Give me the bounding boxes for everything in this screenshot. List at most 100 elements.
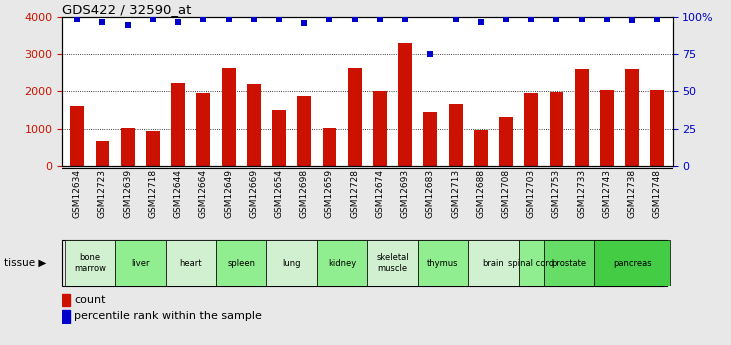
Bar <box>115 240 165 286</box>
Text: GSM12639: GSM12639 <box>124 169 132 218</box>
Bar <box>165 240 216 286</box>
Text: GSM12753: GSM12753 <box>552 169 561 218</box>
Text: count: count <box>75 295 106 305</box>
Bar <box>64 240 115 286</box>
Bar <box>62 310 69 323</box>
Bar <box>348 68 362 166</box>
Text: GSM12733: GSM12733 <box>577 169 586 218</box>
Bar <box>594 240 670 286</box>
Bar <box>298 96 311 166</box>
Bar <box>70 106 84 166</box>
Bar <box>418 240 469 286</box>
Bar <box>216 240 266 286</box>
Point <box>72 16 83 21</box>
Text: GSM12748: GSM12748 <box>653 169 662 218</box>
Point <box>526 16 537 21</box>
Point <box>197 16 209 21</box>
Text: GSM12698: GSM12698 <box>300 169 308 218</box>
Text: kidney: kidney <box>328 258 356 268</box>
Bar <box>575 69 588 166</box>
Text: GSM12718: GSM12718 <box>148 169 157 218</box>
Text: GSM12683: GSM12683 <box>426 169 435 218</box>
Point <box>425 51 436 57</box>
Point <box>550 16 562 21</box>
Bar <box>247 84 261 166</box>
Bar <box>272 110 286 166</box>
Point <box>173 19 184 24</box>
Point <box>248 16 260 21</box>
Point <box>374 16 386 21</box>
Bar <box>96 141 110 166</box>
Bar <box>121 128 135 166</box>
Text: prostate: prostate <box>552 258 587 268</box>
Text: GSM12738: GSM12738 <box>628 169 637 218</box>
Point <box>576 16 588 21</box>
Text: GSM12634: GSM12634 <box>73 169 82 218</box>
Text: bone
marrow: bone marrow <box>74 253 106 273</box>
Text: lung: lung <box>282 258 301 268</box>
Text: GDS422 / 32590_at: GDS422 / 32590_at <box>62 3 192 16</box>
Point <box>96 19 108 24</box>
Text: GSM12644: GSM12644 <box>174 169 183 218</box>
Text: tissue ▶: tissue ▶ <box>4 258 46 268</box>
Bar <box>625 69 639 166</box>
Text: GSM12728: GSM12728 <box>350 169 359 218</box>
Bar <box>171 83 185 166</box>
Bar <box>474 130 488 166</box>
Bar <box>146 131 160 166</box>
Bar <box>367 240 418 286</box>
Bar <box>550 92 564 166</box>
Text: GSM12674: GSM12674 <box>376 169 385 218</box>
Text: pancreas: pancreas <box>613 258 651 268</box>
Text: GSM12713: GSM12713 <box>451 169 460 218</box>
Point <box>399 16 411 21</box>
Bar <box>524 93 538 166</box>
Point <box>349 16 360 21</box>
Text: GSM12723: GSM12723 <box>98 169 107 218</box>
Point <box>651 16 663 21</box>
Point <box>626 18 638 23</box>
Bar <box>266 240 317 286</box>
Bar <box>221 68 235 166</box>
Bar <box>469 240 519 286</box>
Bar <box>499 117 513 166</box>
Text: GSM12708: GSM12708 <box>501 169 510 218</box>
Text: brain: brain <box>482 258 504 268</box>
Text: percentile rank within the sample: percentile rank within the sample <box>75 312 262 321</box>
Text: GSM12649: GSM12649 <box>224 169 233 218</box>
Text: GSM12664: GSM12664 <box>199 169 208 218</box>
Text: GSM12703: GSM12703 <box>527 169 536 218</box>
Point <box>450 16 461 21</box>
Text: spinal cord: spinal cord <box>508 258 554 268</box>
Bar <box>398 43 412 166</box>
Bar <box>600 90 614 166</box>
Point <box>601 16 613 21</box>
Text: GSM12688: GSM12688 <box>477 169 485 218</box>
Bar <box>544 240 594 286</box>
Text: GSM12654: GSM12654 <box>275 169 284 218</box>
Text: skeletal
muscle: skeletal muscle <box>376 253 409 273</box>
Point <box>122 22 134 28</box>
Bar <box>449 104 463 166</box>
Bar <box>519 240 544 286</box>
Text: liver: liver <box>131 258 150 268</box>
Point <box>500 16 512 21</box>
Text: GSM12743: GSM12743 <box>602 169 611 218</box>
Point <box>273 16 285 21</box>
Text: heart: heart <box>180 258 202 268</box>
Bar <box>651 90 664 166</box>
Text: GSM12669: GSM12669 <box>249 169 258 218</box>
Text: GSM12659: GSM12659 <box>325 169 334 218</box>
Point <box>324 16 336 21</box>
Point <box>475 19 487 24</box>
Point <box>298 20 310 26</box>
Point <box>223 16 235 21</box>
Bar <box>197 93 211 166</box>
Bar <box>62 294 69 306</box>
Text: thymus: thymus <box>427 258 459 268</box>
Bar <box>373 91 387 166</box>
Text: spleen: spleen <box>227 258 255 268</box>
Text: GSM12693: GSM12693 <box>401 169 409 218</box>
Bar <box>423 112 437 166</box>
Bar <box>322 128 336 166</box>
